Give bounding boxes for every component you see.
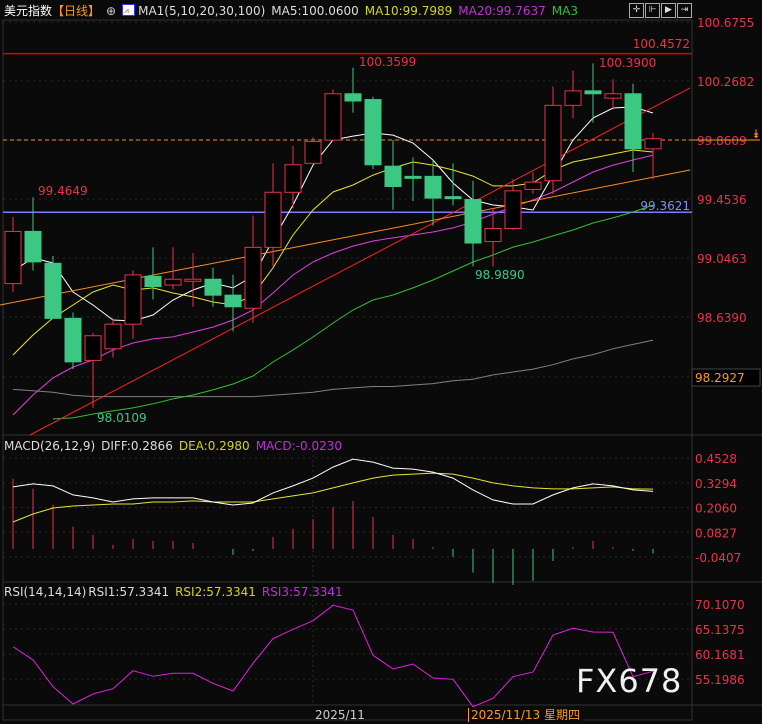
candle-down xyxy=(44,262,62,319)
ma5-value: MA5:100.0600 xyxy=(271,4,359,18)
watermark-logo: FX678 xyxy=(576,662,683,700)
candle-down xyxy=(404,175,422,179)
candle-down xyxy=(64,317,82,363)
candle-down xyxy=(444,196,462,200)
candle-down xyxy=(584,90,602,95)
candle-down xyxy=(624,93,642,150)
plot-frame xyxy=(2,19,693,721)
rsi-params[interactable]: RSI(14,14,14) xyxy=(4,585,87,599)
low-price-label: 98.9890 xyxy=(475,268,525,282)
candle-down xyxy=(344,93,362,102)
trend-line xyxy=(29,87,691,436)
rsi-tick-label: 70.1070 xyxy=(695,598,745,612)
diff-line xyxy=(12,458,654,506)
ma3-value: MA3 xyxy=(551,4,578,18)
price-tick-label: 100.2682 xyxy=(697,75,754,89)
rsi-tick-label: 60.1681 xyxy=(695,648,745,662)
rsi3-value: RSI3:57.3341 xyxy=(261,585,343,599)
rsi2-value: RSI2:57.3341 xyxy=(175,585,256,599)
ma20-value: MA20:99.7637 xyxy=(458,4,546,18)
candle-down xyxy=(24,230,42,263)
zoom-range-icon[interactable]: ⊩ xyxy=(645,3,660,18)
candle-up xyxy=(184,278,202,282)
period-label[interactable]: 【日线】 xyxy=(52,4,101,18)
rsi-line xyxy=(12,604,654,708)
price-tick-label: 99.4536 xyxy=(697,193,747,207)
cursor-date-label: 2025/11/13 星期四 xyxy=(468,708,583,722)
candle-up xyxy=(644,138,662,150)
play-range-icon[interactable]: ▶ xyxy=(661,3,676,18)
candle-up xyxy=(604,93,622,99)
high-price-label: 100.3900 xyxy=(599,56,656,70)
candle-up xyxy=(104,323,122,350)
macd-header: MACD(26,12,9) DIFF:0.2866 DEA:0.2980 MACD:-… xyxy=(4,439,348,453)
candle-down xyxy=(364,99,382,166)
macd-tick-label: 0.0827 xyxy=(695,526,737,540)
candle-down xyxy=(144,275,162,287)
price-tick-label: 100.6755 xyxy=(697,16,754,30)
month-label: 2025/11 xyxy=(315,708,365,722)
crosshair-icon[interactable]: ✛ xyxy=(629,3,644,18)
candle-up xyxy=(264,191,282,248)
price-tick-label: 99.8609 xyxy=(697,134,747,148)
candle-up xyxy=(324,93,342,141)
candle-up xyxy=(124,274,142,325)
ma20-line xyxy=(12,154,654,416)
macd-tick-label: 0.3294 xyxy=(695,477,737,491)
crosshair-price-label: 98.2927 xyxy=(695,371,745,385)
price-marker-icon: ⯯ xyxy=(752,127,759,141)
ma30-line xyxy=(52,204,654,420)
candle-down xyxy=(224,294,242,308)
candle-down xyxy=(384,165,402,187)
hline-label-top: 100.4572 xyxy=(633,37,690,51)
price-tick-label: 99.0463 xyxy=(697,252,747,266)
candle-up xyxy=(564,90,582,106)
candle-up xyxy=(524,181,542,190)
low-price-label: 98.0109 xyxy=(97,411,147,425)
candle-up xyxy=(544,104,562,182)
candle-up xyxy=(284,164,302,193)
rsi-header: RSI(14,14,14) RSI1:57.3341 RSI2:57.3341 RSI… xyxy=(4,585,349,599)
macd-params[interactable]: MACD(26,12,9) xyxy=(4,439,96,453)
trend-line xyxy=(0,169,691,306)
candle-up xyxy=(164,278,182,286)
crosshair-circle-icon[interactable]: ⊕ xyxy=(106,4,117,18)
candle-up xyxy=(304,141,322,164)
ma100-line xyxy=(12,339,654,398)
macd-tick-label: 0.4528 xyxy=(695,452,737,466)
candle-up xyxy=(4,230,22,285)
rsi1-value: RSI1:57.3341 xyxy=(88,585,170,599)
main-chart-header: 美元指数【日线】 ⊕ ⩘ MA1(5,10,20,30,100) MA5:100.060… xyxy=(4,4,584,18)
diff-value: DIFF:0.2866 xyxy=(101,439,173,453)
candle-up xyxy=(84,335,102,361)
macd-value: MACD:-0.0230 xyxy=(255,439,343,453)
symbol-name: 美元指数 xyxy=(4,4,53,18)
hline-label-blue: 99.3621 xyxy=(640,199,690,213)
high-price-label: 99.4649 xyxy=(38,184,88,198)
candle-up xyxy=(504,190,522,230)
price-tick-label: 98.6390 xyxy=(697,311,747,325)
dea-value: DEA:0.2980 xyxy=(178,439,250,453)
ma-params[interactable]: MA1(5,10,20,30,100) xyxy=(138,4,266,18)
candle-up xyxy=(244,246,262,309)
exit-icon[interactable]: ⇥ xyxy=(677,3,692,18)
candle-down xyxy=(424,175,442,199)
high-price-label: 100.3599 xyxy=(359,55,416,69)
candle-down xyxy=(204,278,222,296)
rsi-tick-label: 65.1375 xyxy=(695,623,745,637)
ma10-value: MA10:99.7989 xyxy=(364,4,453,18)
chart-icon[interactable]: ⩘ xyxy=(122,4,136,16)
rsi-tick-label: 55.1986 xyxy=(695,673,745,687)
crosshair-price-box xyxy=(691,368,761,387)
dea-line xyxy=(12,472,654,523)
candle-down xyxy=(464,199,482,244)
macd-tick-label: 0.2060 xyxy=(695,502,737,516)
macd-tick-label: -0.0407 xyxy=(695,551,741,565)
candle-up xyxy=(484,228,502,243)
